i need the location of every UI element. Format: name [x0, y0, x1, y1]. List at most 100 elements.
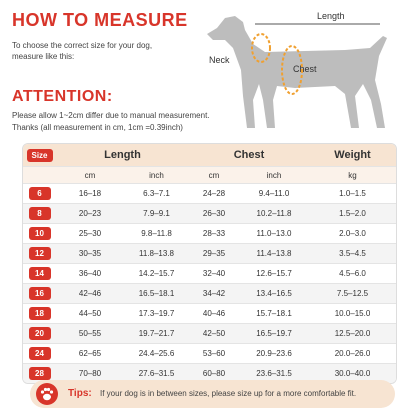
table-cell: 16.5–18.1 [138, 289, 175, 298]
header-row: Size Length Chest Weight [23, 144, 396, 166]
size-badge: 14 [28, 267, 51, 280]
description: To choose the correct size for your dog,… [12, 41, 153, 61]
header-cell: Length [104, 149, 141, 161]
size-badge: 12 [28, 247, 51, 260]
size-badge: 6 [28, 187, 51, 200]
size-cell: 18 [23, 307, 56, 320]
size-cell: 8 [23, 207, 56, 220]
subheader-cell: inch [266, 170, 282, 180]
table-row: 20 50–55 19.7–21.7 42–50 16.5–19.7 12.5–20.0 [23, 323, 396, 343]
size-badge: 8 [28, 207, 51, 220]
table-row: 14 36–40 14.2–15.7 32–40 12.6–15.7 4.5–6.0 [23, 263, 396, 283]
size-cell: 20 [23, 327, 56, 340]
table-cell: 11.0–13.0 [256, 229, 292, 238]
table-cell: 20–23 [78, 209, 102, 218]
dog-diagram: Length Neck Chest [207, 11, 387, 128]
table-row: 28 70–80 27.6–31.5 60–80 23.6–31.5 30.0–40.0 [23, 363, 396, 383]
attention-line: Please allow 1~2cm differ due to manual … [12, 111, 210, 120]
table-cell: 9.4–11.0 [258, 189, 290, 198]
title: HOW TO MEASURE [12, 10, 188, 30]
table-cell: 29–35 [202, 249, 226, 258]
size-cell: 14 [23, 267, 56, 280]
table-row: 6 16–18 6.3–7.1 24–28 9.4–11.0 1.0–1.5 [23, 183, 396, 203]
table-cell: 4.5–6.0 [339, 269, 366, 278]
table-cell: 36–40 [78, 269, 102, 278]
table-cell: 30–35 [78, 249, 102, 258]
table-cell: 11.8–13.8 [139, 249, 174, 258]
table-row: 10 25–30 9.8–11.8 28–33 11.0–13.0 2.0–3.0 [23, 223, 396, 243]
table-cell: 50–55 [78, 329, 102, 338]
table-cell: 3.5–4.5 [339, 249, 366, 258]
size-badge: 28 [28, 367, 51, 380]
chest-ring [281, 45, 303, 95]
table-cell: 1.5–2.0 [339, 209, 366, 218]
table-cell: 53–60 [202, 349, 226, 358]
subheader-row: cm inch cm inch kg [23, 166, 396, 183]
size-badge: 10 [28, 227, 51, 240]
table-cell: 27.6–31.5 [138, 369, 175, 378]
tips-box: Tips: If your dog is in between sizes, p… [30, 380, 395, 408]
table-cell: 12.5–20.0 [334, 329, 371, 338]
attention-title: ATTENTION: [12, 88, 113, 105]
table-cell: 2.0–3.0 [339, 229, 366, 238]
table-cell: 1.0–1.5 [339, 189, 366, 198]
tips-label: Tips: [68, 388, 92, 399]
table-cell: 16–18 [78, 189, 102, 198]
table-cell: 12.6–15.7 [256, 269, 292, 278]
size-badge: 16 [28, 287, 51, 300]
table-cell: 6.3–7.1 [143, 189, 170, 198]
table-cell: 70–80 [78, 369, 102, 378]
table-cell: 20.9–23.6 [256, 349, 292, 358]
table-row: 24 62–65 24.4–25.6 53–60 20.9–23.6 20.0–26.0 [23, 343, 396, 363]
chest-label: Chest [293, 64, 317, 74]
table-cell: 17.3–19.7 [138, 309, 175, 318]
table-row: 16 42–46 16.5–18.1 34–42 13.4–16.5 7.5–12.5 [23, 283, 396, 303]
header-cell: Weight [334, 149, 371, 161]
subheader-cell: inch [149, 170, 164, 180]
size-badge: 24 [28, 347, 51, 360]
size-table: Size Length Chest Weight cm inch cm inch kg 6 16–1… [22, 143, 397, 384]
table-cell: 25–30 [78, 229, 102, 238]
table-cell: 28–33 [202, 229, 226, 238]
subheader-cell: cm [208, 170, 220, 180]
size-badge: 18 [28, 307, 51, 320]
paw-icon [36, 383, 58, 405]
table-row: 8 20–23 7.9–9.1 26–30 10.2–11.8 1.5–2.0 [23, 203, 396, 223]
subheader-cell: cm [84, 170, 96, 180]
table-cell: 34–42 [202, 289, 226, 298]
size-cell: 6 [23, 187, 56, 200]
table-cell: 15.7–18.1 [256, 309, 292, 318]
neck-ring [251, 33, 271, 63]
table-cell: 16.5–19.7 [256, 329, 292, 338]
size-badge: 20 [28, 327, 51, 340]
table-cell: 9.8–11.8 [141, 229, 172, 238]
table-cell: 26–30 [202, 209, 226, 218]
table-cell: 60–80 [202, 369, 226, 378]
table-cell: 32–40 [202, 269, 226, 278]
size-cell: 28 [23, 367, 56, 380]
table-cell: 7.9–9.1 [143, 209, 170, 218]
header-cell: Size [23, 148, 56, 162]
table-row: 18 44–50 17.3–19.7 40–46 15.7–18.1 10.0–15.0 [23, 303, 396, 323]
table-cell: 24.4–25.6 [138, 349, 175, 358]
size-cell: 10 [23, 227, 56, 240]
neck-label: Neck [209, 55, 230, 65]
table-cell: 23.6–31.5 [256, 369, 292, 378]
table-cell: 42–50 [202, 329, 226, 338]
attention-line: Thanks (all measurement in cm, 1cm =0.39… [12, 123, 183, 132]
table-cell: 30.0–40.0 [334, 369, 371, 378]
length-label: Length [317, 11, 345, 21]
table-cell: 44–50 [78, 309, 102, 318]
table-cell: 42–46 [78, 289, 102, 298]
subheader-cell: kg [348, 170, 357, 180]
size-cell: 24 [23, 347, 56, 360]
size-cell: 12 [23, 247, 56, 260]
table-cell: 62–65 [78, 349, 102, 358]
table-cell: 7.5–12.5 [336, 289, 369, 298]
table-cell: 20.0–26.0 [334, 349, 371, 358]
header-badge: Size [26, 148, 53, 162]
table-cell: 40–46 [202, 309, 226, 318]
table-cell: 11.4–13.8 [256, 249, 292, 258]
table-cell: 14.2–15.7 [138, 269, 175, 278]
